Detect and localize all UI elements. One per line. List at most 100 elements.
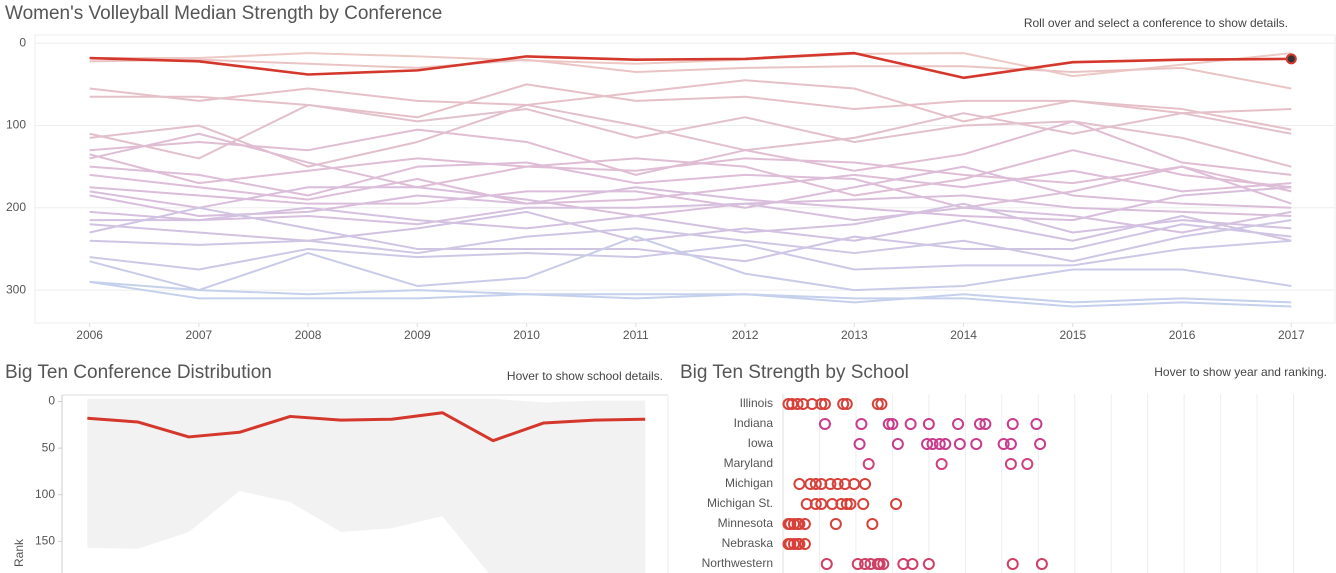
rank-dot xyxy=(935,458,948,470)
rank-dot xyxy=(877,558,890,570)
rank-dot xyxy=(939,438,952,450)
rank-dot xyxy=(815,398,828,410)
conference-line xyxy=(89,235,1292,292)
x-tick-label: 2009 xyxy=(404,328,431,342)
rank-dot xyxy=(979,418,992,430)
rank-dot xyxy=(793,538,806,550)
rank-dot xyxy=(844,498,857,510)
y-tick-label: 100 xyxy=(6,118,26,132)
conference-line xyxy=(89,210,1292,242)
rank-dot xyxy=(921,438,934,450)
rank-dot xyxy=(906,558,919,570)
y-axis-label: Rank xyxy=(12,538,26,567)
rank-dot xyxy=(904,418,917,430)
conference-line xyxy=(89,186,1292,218)
y-tick-label: 0 xyxy=(48,394,55,408)
median-line xyxy=(87,411,646,443)
x-tick-label: 2010 xyxy=(513,328,540,342)
school-label: Nebraska xyxy=(722,536,774,550)
rank-dot xyxy=(973,418,986,430)
rank-dot xyxy=(853,438,866,450)
chart-title: Big Ten Conference Distribution xyxy=(5,362,272,383)
rank-dot xyxy=(997,438,1010,450)
rank-dot xyxy=(1006,558,1019,570)
selected-point xyxy=(1285,53,1297,65)
rank-dot xyxy=(793,478,806,490)
conference-line xyxy=(89,58,1292,90)
x-tick-label: 2014 xyxy=(950,328,977,342)
rank-dot xyxy=(831,478,844,490)
chart-title: Women's Volleyball Median Strength by Co… xyxy=(5,3,442,24)
rank-dot xyxy=(866,518,879,530)
plot-frame xyxy=(34,34,1336,324)
rank-dot xyxy=(840,398,853,410)
rank-dot xyxy=(873,558,886,570)
rank-dot xyxy=(820,558,833,570)
conference-line xyxy=(89,52,1292,78)
x-tick-label: 2008 xyxy=(295,328,322,342)
rank-dot xyxy=(875,398,888,410)
rank-dot xyxy=(824,478,837,490)
x-tick-label: 2011 xyxy=(623,328,649,342)
y-tick-label: 300 xyxy=(6,282,26,296)
chart-hint: Hover to show year and ranking. xyxy=(1154,365,1327,379)
chart-title: Big Ten Strength by School xyxy=(680,362,909,383)
rank-dot xyxy=(829,518,842,530)
rank-dot xyxy=(859,558,872,570)
conference-line xyxy=(89,153,1292,193)
rank-dot xyxy=(1021,458,1034,470)
y-tick-label: 50 xyxy=(42,440,56,454)
rank-dot xyxy=(1035,558,1048,570)
conference-line xyxy=(89,239,1292,271)
x-tick-label: 2007 xyxy=(186,328,213,342)
y-tick-label: 100 xyxy=(35,487,55,501)
school-label: Michigan xyxy=(725,476,773,490)
rank-dot xyxy=(922,418,935,430)
rank-dot xyxy=(891,438,904,450)
x-tick-label: 2012 xyxy=(732,328,759,342)
rank-dot xyxy=(953,438,966,450)
plot-area xyxy=(87,398,646,573)
school-label: Indiana xyxy=(734,416,774,430)
rank-dot xyxy=(862,458,875,470)
rank-dot xyxy=(871,398,884,410)
conference-line xyxy=(89,186,1292,222)
x-tick-label: 2015 xyxy=(1059,328,1086,342)
conference-line xyxy=(89,120,1292,176)
conference-line xyxy=(89,83,1292,131)
y-tick-label: 200 xyxy=(6,200,26,214)
school-label: Iowa xyxy=(748,436,774,450)
rank-dot xyxy=(1006,418,1019,430)
rank-dot xyxy=(933,438,946,450)
x-tick-label: 2016 xyxy=(1169,328,1196,342)
rank-dot xyxy=(818,418,831,430)
rank-dot xyxy=(837,398,850,410)
conference-line xyxy=(89,103,1292,168)
rank-dot xyxy=(970,438,983,450)
school-label: Michigan St. xyxy=(707,496,773,510)
conference-line xyxy=(89,165,1292,209)
rank-dot xyxy=(809,498,822,510)
chart-hint: Roll over and select a conference to sho… xyxy=(1024,16,1288,30)
conference-line xyxy=(89,103,1292,168)
rank-dot xyxy=(798,538,811,550)
rank-dot xyxy=(890,498,903,510)
highlight-line xyxy=(89,51,1292,80)
rank-dot xyxy=(818,398,831,410)
rank-dot xyxy=(1004,458,1017,470)
school-label: Northwestern xyxy=(702,556,773,570)
rank-dot xyxy=(1030,418,1043,430)
conference-line xyxy=(89,161,1292,209)
rank-dot xyxy=(793,518,806,530)
rank-dot xyxy=(840,498,853,510)
rank-dot xyxy=(859,478,872,490)
rank-dot xyxy=(809,478,822,490)
x-tick-label: 2017 xyxy=(1278,328,1305,342)
y-tick-label: 150 xyxy=(35,533,55,547)
y-tick-label: 0 xyxy=(19,35,26,49)
rank-dot xyxy=(952,418,965,430)
rank-dot xyxy=(1034,438,1047,450)
rank-dot xyxy=(798,518,811,530)
rank-dot xyxy=(1004,438,1017,450)
